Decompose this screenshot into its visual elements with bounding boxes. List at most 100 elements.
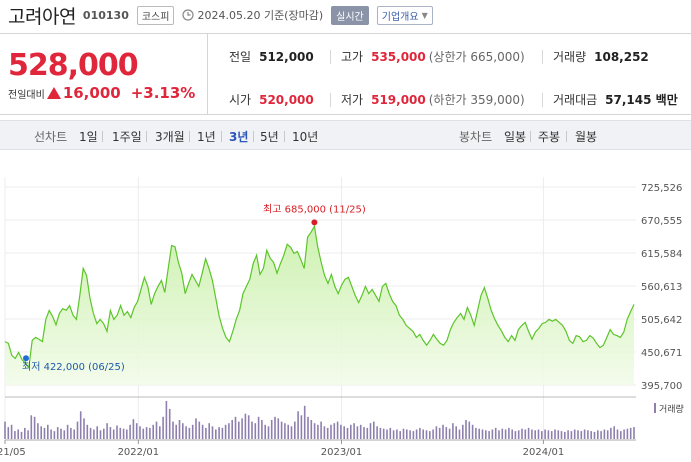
change-percent: +3.13%	[130, 84, 196, 102]
divider	[530, 131, 531, 142]
volume-bar	[313, 423, 316, 439]
volume-bar	[537, 429, 540, 439]
volume-bar	[43, 427, 46, 439]
change-amount: 16,000	[62, 84, 121, 102]
volume-bar	[228, 423, 230, 439]
volume-bar	[402, 428, 405, 439]
volume-bar	[320, 421, 322, 439]
volume-bar	[534, 430, 536, 439]
volume-bar	[238, 421, 240, 439]
volume-bar	[257, 416, 260, 439]
stat-trade-value: 거래대금 57,145 백만	[553, 91, 678, 108]
volume-bar	[527, 427, 530, 439]
volume-bar	[409, 430, 411, 439]
volume-bar	[139, 426, 141, 439]
x-axis-labels: 2021/05 2022/01 2023/01 2024/01	[0, 440, 564, 458]
volume-bar	[343, 426, 345, 439]
volume-bar	[508, 427, 510, 439]
volume-bar	[471, 424, 474, 440]
volume-bar	[191, 424, 194, 440]
tab-weekly-candle[interactable]: 주봉	[538, 130, 561, 144]
chart-annotations: 최고 685,000 (11/25) 최저 422,000 (06/25)	[22, 203, 366, 373]
tab-monthly-candle[interactable]: 월봉	[575, 130, 598, 144]
volume-bar	[485, 430, 487, 439]
tab-1y[interactable]: 1년	[197, 130, 216, 144]
volume-bar	[629, 427, 632, 439]
volume-bar	[112, 429, 115, 439]
volume-bar	[195, 418, 197, 439]
stat-value: 512,000	[259, 49, 314, 64]
chevron-down-icon: ▼	[421, 10, 428, 20]
volume-bar	[76, 421, 79, 439]
volume-bar	[557, 430, 560, 439]
volume-bar	[422, 429, 424, 439]
volume-bar	[550, 431, 553, 439]
y-tick-label: 395,700	[641, 381, 682, 392]
volume-bar	[294, 421, 296, 439]
tab-5y[interactable]: 5년	[260, 130, 279, 144]
volume-bar	[458, 429, 461, 439]
volume-bar	[560, 431, 563, 439]
volume-bar	[616, 429, 619, 439]
tab-daily-candle[interactable]: 일봉	[504, 130, 527, 144]
current-price: 528,000	[8, 48, 139, 83]
volume-legend-swatch	[654, 403, 656, 413]
divider	[542, 93, 543, 107]
volume-bar	[270, 420, 273, 439]
volume-bar	[224, 424, 227, 440]
volume-bar	[17, 429, 19, 439]
y-tick-label: 615,584	[641, 249, 682, 260]
y-tick-label: 725,526	[641, 183, 682, 194]
volume-bar	[340, 424, 342, 440]
volume-bar	[606, 430, 609, 439]
divider	[253, 131, 254, 142]
volume-bar	[116, 425, 118, 439]
up-arrow-icon	[46, 87, 61, 99]
volume-bar	[429, 431, 431, 439]
volume-bar	[452, 423, 454, 439]
company-overview-dropdown[interactable]: 기업개요 ▼	[376, 5, 433, 25]
high-annotation: 최고 685,000 (11/25)	[263, 203, 366, 215]
volume-bar	[135, 423, 138, 439]
volume-bar	[47, 424, 49, 440]
tab-3y[interactable]: 3년	[229, 130, 249, 144]
volume-bar	[215, 429, 217, 439]
realtime-button[interactable]: 실시간	[331, 5, 369, 25]
volume-bar	[392, 430, 395, 439]
price-chart[interactable]: 725,526 670,555 615,584 560,613 505,642 450,6…	[0, 165, 691, 462]
divider	[542, 50, 543, 64]
stat-label: 거래량	[553, 50, 587, 64]
volume-bar	[333, 423, 336, 439]
volume-bar	[142, 428, 145, 439]
volume-bar	[531, 429, 533, 439]
volume-bar	[50, 429, 52, 439]
volume-bar	[172, 421, 174, 439]
volume-bar	[310, 420, 313, 439]
volume-bar	[425, 430, 428, 439]
volume-bar	[363, 427, 365, 439]
volume-bar	[412, 431, 415, 439]
volume-bar	[590, 431, 592, 439]
volume-bar	[185, 426, 187, 439]
tab-1d[interactable]: 1일	[79, 130, 98, 144]
stat-sub: (상한가 665,000)	[428, 50, 525, 64]
stat-label: 저가	[341, 93, 364, 107]
volume-bar	[201, 424, 204, 440]
tab-1w[interactable]: 1주일	[112, 130, 142, 144]
price-line	[4, 224, 635, 369]
stock-code: 010130	[82, 8, 129, 22]
volume-bar	[37, 423, 39, 439]
line-chart-header: 선차트	[34, 130, 68, 144]
stat-value: 57,145 백만	[605, 93, 678, 107]
stat-value: 535,000	[371, 49, 426, 64]
volume-bar	[149, 427, 151, 439]
market-badge: 코스피	[136, 5, 175, 25]
volume-bar	[438, 427, 441, 439]
volume-bar	[145, 427, 148, 439]
volume-bar	[103, 428, 105, 439]
volume-bar	[442, 424, 444, 440]
x-tick-label: 2021/05	[0, 447, 26, 458]
tab-10y[interactable]: 10년	[292, 130, 319, 144]
tab-3m[interactable]: 3개월	[155, 130, 185, 144]
